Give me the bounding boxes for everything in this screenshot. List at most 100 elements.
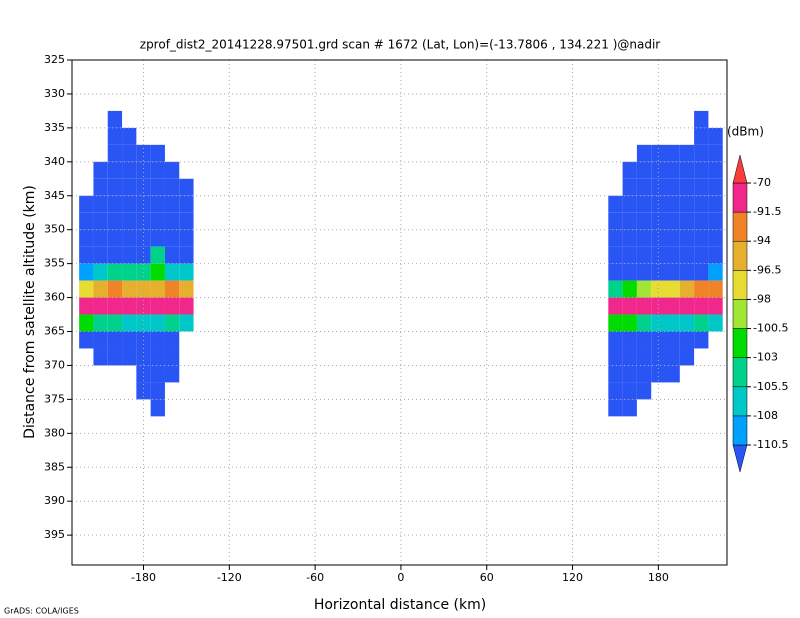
heat-cell bbox=[136, 280, 151, 298]
heat-cell bbox=[608, 212, 623, 230]
heat-cell bbox=[164, 212, 180, 230]
heat-cell bbox=[136, 382, 151, 400]
heat-cell bbox=[622, 246, 637, 264]
heat-cell bbox=[107, 229, 123, 247]
heat-cell bbox=[107, 161, 123, 179]
colorbar-tick-label: -100.5 bbox=[753, 322, 788, 335]
y-tick-label: 380 bbox=[44, 426, 65, 439]
heat-cell bbox=[708, 161, 723, 179]
heat-cell bbox=[93, 263, 108, 281]
heat-cell bbox=[150, 195, 165, 213]
colorbar-segment bbox=[732, 328, 748, 358]
heat-cell bbox=[93, 229, 108, 247]
colorbar-tick-label: -103 bbox=[753, 351, 778, 364]
heat-cell bbox=[622, 297, 637, 315]
heat-cell bbox=[622, 382, 637, 400]
heat-cell bbox=[150, 212, 165, 230]
heat-cell bbox=[679, 195, 695, 213]
heat-cell bbox=[136, 297, 151, 315]
heat-cell bbox=[107, 297, 123, 315]
heat-cell bbox=[622, 161, 637, 179]
heat-cell bbox=[136, 314, 151, 332]
heat-cell bbox=[708, 263, 723, 281]
heat-cell bbox=[708, 178, 723, 196]
x-axis-label: Horizontal distance (km) bbox=[314, 597, 486, 613]
heat-cell bbox=[179, 314, 194, 332]
heat-cell bbox=[636, 280, 652, 298]
heat-cell bbox=[608, 314, 623, 332]
x-tick-label: -180 bbox=[131, 571, 156, 584]
heat-cell bbox=[665, 331, 680, 349]
heat-cell bbox=[708, 280, 723, 298]
heat-cell bbox=[164, 161, 180, 179]
heat-cell bbox=[122, 246, 137, 264]
heat-cell bbox=[608, 382, 623, 400]
heat-cell bbox=[608, 195, 623, 213]
heat-cell bbox=[122, 212, 137, 230]
heat-cell bbox=[651, 297, 666, 315]
heat-cell bbox=[122, 314, 137, 332]
heat-cell bbox=[636, 195, 652, 213]
heat-cell bbox=[93, 297, 108, 315]
heat-cell bbox=[636, 212, 652, 230]
heat-cell bbox=[665, 280, 680, 298]
heat-cell bbox=[608, 365, 623, 383]
heat-cell bbox=[150, 280, 165, 298]
heat-cell bbox=[150, 382, 165, 400]
heat-cell bbox=[708, 195, 723, 213]
heat-cell bbox=[164, 263, 180, 281]
heat-cell bbox=[636, 161, 652, 179]
heat-cell bbox=[107, 314, 123, 332]
heat-cell bbox=[679, 212, 695, 230]
heat-cell bbox=[122, 297, 137, 315]
heat-cell bbox=[694, 280, 709, 298]
y-tick-label: 350 bbox=[44, 223, 65, 236]
colorbar-segment bbox=[732, 270, 748, 300]
heat-cell bbox=[79, 314, 94, 332]
heat-cell bbox=[708, 229, 723, 247]
heat-cell bbox=[694, 212, 709, 230]
heat-cell bbox=[93, 348, 108, 366]
heat-cell bbox=[665, 297, 680, 315]
heat-cell bbox=[665, 229, 680, 247]
heat-cell bbox=[708, 212, 723, 230]
y-tick-label: 365 bbox=[44, 325, 65, 338]
heat-cell bbox=[164, 331, 180, 349]
heat-cell bbox=[179, 246, 194, 264]
colorbar-triangle bbox=[732, 154, 748, 184]
heat-cell bbox=[150, 348, 165, 366]
heat-cell bbox=[636, 382, 652, 400]
heat-cell bbox=[694, 229, 709, 247]
y-tick-label: 325 bbox=[44, 53, 65, 66]
heat-cell bbox=[608, 280, 623, 298]
heat-cell bbox=[708, 246, 723, 264]
heat-cell bbox=[636, 348, 652, 366]
heat-cell bbox=[150, 297, 165, 315]
y-tick-label: 385 bbox=[44, 460, 65, 473]
heat-cell bbox=[679, 144, 695, 162]
credit: GrADS: COLA/IGES bbox=[4, 607, 79, 616]
chart-title: zprof_dist2_20141228.97501.grd scan # 16… bbox=[140, 38, 661, 52]
heat-cell bbox=[79, 297, 94, 315]
heat-cell bbox=[622, 348, 637, 366]
heat-cell bbox=[665, 178, 680, 196]
heat-cell bbox=[694, 144, 709, 162]
heat-cell bbox=[608, 229, 623, 247]
heat-cell bbox=[179, 178, 194, 196]
y-tick-label: 355 bbox=[44, 257, 65, 270]
heat-cell bbox=[636, 178, 652, 196]
heat-cell bbox=[665, 246, 680, 264]
heat-cell bbox=[107, 263, 123, 281]
heat-cell bbox=[122, 195, 137, 213]
heat-cell bbox=[651, 161, 666, 179]
heat-cell bbox=[622, 195, 637, 213]
heat-cell bbox=[122, 280, 137, 298]
heat-cell bbox=[150, 161, 165, 179]
y-tick-label: 330 bbox=[44, 87, 65, 100]
x-tick-label: 0 bbox=[397, 571, 404, 584]
heat-cell bbox=[150, 365, 165, 383]
heat-cell bbox=[136, 246, 151, 264]
heat-cell bbox=[636, 246, 652, 264]
x-tick-label: -120 bbox=[217, 571, 242, 584]
